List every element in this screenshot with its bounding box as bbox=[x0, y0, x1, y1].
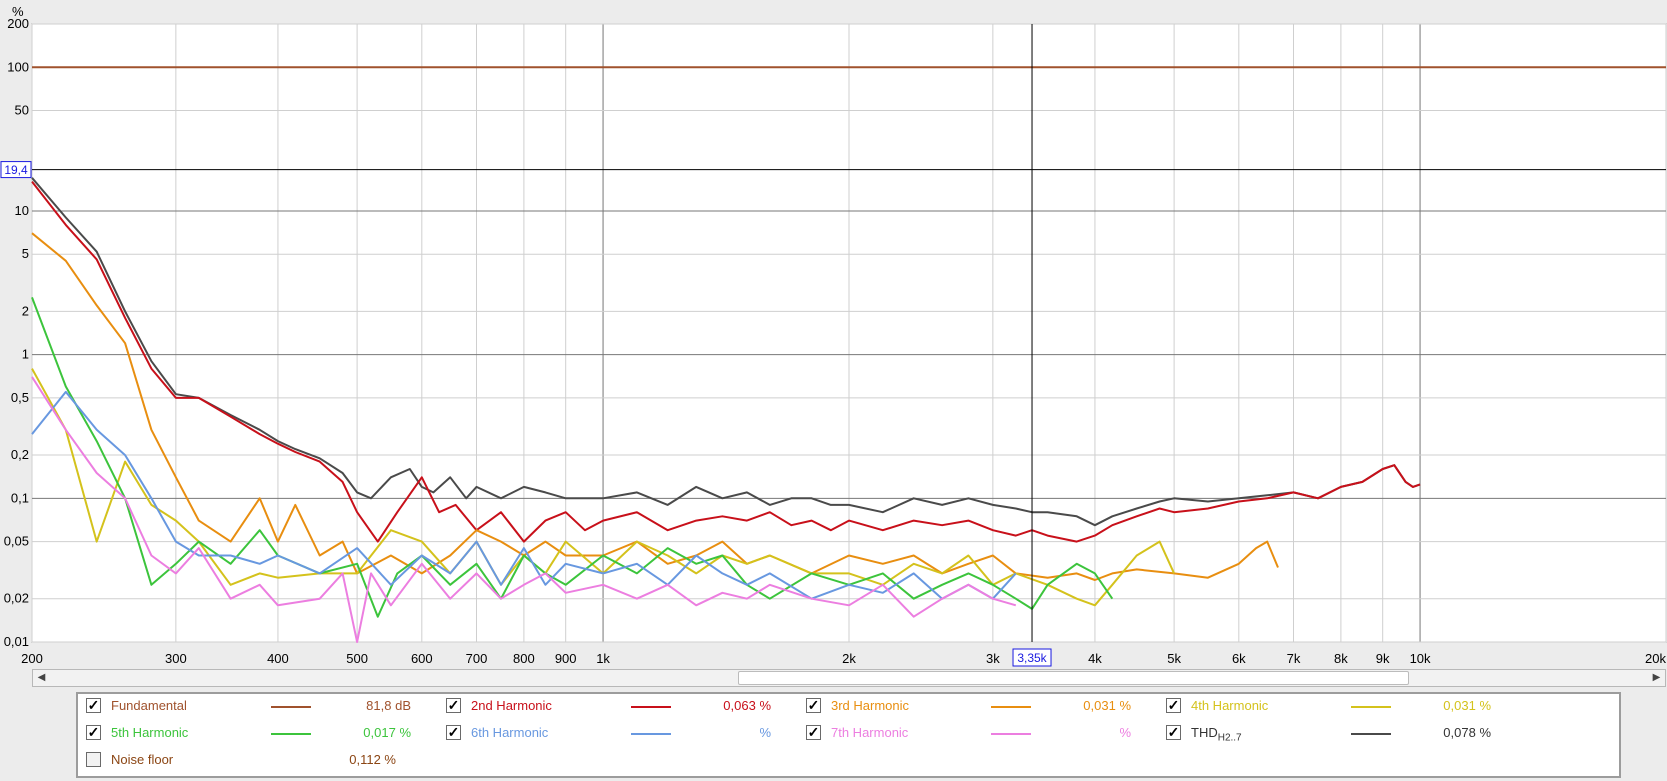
x-tick-label: 6k bbox=[1232, 651, 1246, 666]
y-tick-label: 10 bbox=[15, 203, 29, 218]
legend-value: 0,017 % bbox=[363, 725, 411, 740]
legend-item-7th-harmonic[interactable]: ✓ 7th Harmonic% bbox=[806, 722, 1156, 746]
legend-checkbox[interactable]: ✓ bbox=[1166, 697, 1181, 713]
legend-label: 2nd Harmonic bbox=[471, 698, 552, 713]
legend-value: 0,063 % bbox=[723, 698, 771, 713]
cursor-x-label: 3,35k bbox=[1017, 651, 1047, 665]
cursor-x-label-box bbox=[1012, 648, 1052, 667]
x-tick-label: 4k bbox=[1088, 651, 1102, 666]
series-line-7th-harmonic bbox=[31, 376, 1017, 643]
series-line-2nd-harmonic bbox=[31, 180, 1421, 543]
chart-area[interactable]: 200 100 50 10 5 2 1 0,5 0,2 0,1 0,05 0,02 0,01% 200 30… bbox=[0, 0, 1667, 668]
scroll-left-button[interactable]: ◀ bbox=[37, 672, 46, 683]
y-tick-label: 200 bbox=[7, 16, 29, 31]
legend-checkbox[interactable]: ✓ bbox=[86, 752, 101, 767]
legend-value: 0,031 % bbox=[1083, 698, 1131, 713]
legend-color-swatch bbox=[991, 706, 1031, 708]
legend-label-subscript: H2..7 bbox=[1217, 732, 1242, 744]
legend-item-6th-harmonic[interactable]: ✓ 6th Harmonic% bbox=[446, 722, 796, 746]
x-tick-label: 9k bbox=[1376, 651, 1390, 666]
legend-label: 5th Harmonic bbox=[111, 725, 189, 740]
legend-value: 0,031 % bbox=[1443, 698, 1491, 713]
x-tick-label: 7k bbox=[1287, 651, 1301, 666]
y-tick-label: 50 bbox=[15, 103, 29, 118]
cursor-y-label-box bbox=[0, 161, 32, 179]
legend-item-5th-harmonic[interactable]: ✓ 5th Harmonic 0,017 % bbox=[86, 722, 436, 746]
legend-checkbox[interactable]: ✓ bbox=[86, 724, 101, 740]
y-tick-label: 2 bbox=[22, 303, 29, 318]
x-tick-label: 5k bbox=[1167, 651, 1181, 666]
x-tick-label: 800 bbox=[513, 651, 535, 666]
legend-color-swatch bbox=[1351, 733, 1391, 735]
x-tick-label: 3k bbox=[986, 651, 1000, 666]
legend-value: 0,112 % bbox=[349, 752, 396, 767]
legend-checkbox[interactable]: ✓ bbox=[446, 697, 461, 713]
legend-checkbox[interactable]: ✓ bbox=[806, 724, 821, 740]
x-tick-label: 300 bbox=[165, 651, 187, 666]
y-tick-label: 1 bbox=[22, 347, 29, 362]
legend-item-4th-harmonic[interactable]: ✓ 4th Harmonic 0,031 % bbox=[1166, 695, 1516, 719]
x-tick-label: 8k bbox=[1334, 651, 1348, 666]
y-tick-label: 0,05 bbox=[4, 534, 29, 549]
legend-color-swatch bbox=[271, 733, 311, 735]
legend-label: 4th Harmonic bbox=[1191, 698, 1269, 713]
legend-panel: ✓ Fundamental 81,8 dB ✓ 2nd Harmonic 0,063 % ✓… bbox=[76, 692, 1621, 778]
legend-label: Fundamental bbox=[111, 698, 187, 713]
y-tick-label: 5 bbox=[22, 246, 29, 261]
legend-item-fundamental[interactable]: ✓ Fundamental 81,8 dB bbox=[86, 695, 436, 719]
legend-color-swatch bbox=[631, 733, 671, 735]
series-line-thd bbox=[31, 177, 1421, 527]
legend-checkbox[interactable]: ✓ bbox=[1166, 724, 1181, 740]
legend-label: 7th Harmonic bbox=[831, 725, 909, 740]
legend-label: Noise floor bbox=[111, 752, 174, 767]
x-tick-label: 1k bbox=[596, 651, 610, 666]
legend-value: 0,078 % bbox=[1443, 725, 1491, 740]
legend-label: THDH2..7 bbox=[1191, 725, 1242, 744]
legend-item-thd[interactable]: ✓ THDH2..7 0,078 % bbox=[1166, 722, 1516, 746]
y-tick-label: 0,2 bbox=[11, 447, 29, 462]
legend-color-swatch bbox=[631, 706, 671, 708]
series-line-4th-harmonic bbox=[31, 368, 1176, 607]
legend-value: % bbox=[759, 725, 771, 740]
x-tick-label: 200 bbox=[21, 651, 43, 666]
legend-label: 3rd Harmonic bbox=[831, 698, 910, 713]
x-tick-label: 10k bbox=[1410, 651, 1431, 666]
cursor-y-label: 19,4 bbox=[4, 163, 28, 177]
series-line-6th-harmonic bbox=[31, 390, 1017, 600]
legend-item-2nd-harmonic[interactable]: ✓ 2nd Harmonic 0,063 % bbox=[446, 695, 796, 719]
legend-color-swatch bbox=[1351, 706, 1391, 708]
legend-color-swatch bbox=[991, 733, 1031, 735]
x-tick-label: 500 bbox=[346, 651, 368, 666]
x-tick-label: 900 bbox=[555, 651, 577, 666]
x-tick-label: 20k bbox=[1645, 651, 1666, 666]
scroll-thumb[interactable] bbox=[738, 671, 1410, 685]
x-tick-label: 2k bbox=[842, 651, 856, 666]
scroll-right-button[interactable]: ▶ bbox=[1652, 672, 1661, 683]
legend-checkbox[interactable]: ✓ bbox=[806, 697, 821, 713]
y-tick-label: 0,1 bbox=[11, 490, 29, 505]
legend-item-noise-floor[interactable]: ✓ Noise floor 0,112 % bbox=[86, 749, 436, 773]
legend-checkbox[interactable]: ✓ bbox=[446, 724, 461, 740]
legend-color-swatch bbox=[271, 706, 311, 708]
y-tick-label: 100 bbox=[7, 59, 29, 74]
legend-item-3rd-harmonic[interactable]: ✓ 3rd Harmonic 0,031 % bbox=[806, 695, 1156, 719]
y-tick-label: 0,01 bbox=[4, 634, 29, 649]
x-tick-label: 600 bbox=[411, 651, 433, 666]
y-tick-label: 0,02 bbox=[4, 591, 29, 606]
legend-label: 6th Harmonic bbox=[471, 725, 549, 740]
x-tick-label: 400 bbox=[267, 651, 289, 666]
horizontal-scrollbar[interactable]: ◀ ▶ bbox=[32, 669, 1666, 687]
x-tick-label: 700 bbox=[466, 651, 488, 666]
legend-value: % bbox=[1119, 725, 1131, 740]
y-axis-label: % bbox=[12, 4, 24, 19]
legend-value: 81,8 dB bbox=[366, 698, 411, 713]
y-tick-label: 0,5 bbox=[11, 390, 29, 405]
legend-checkbox[interactable]: ✓ bbox=[86, 697, 101, 713]
